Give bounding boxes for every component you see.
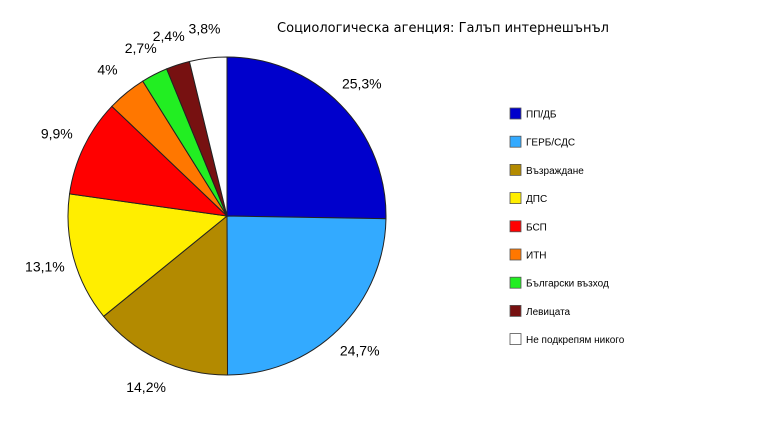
slice-value-label: 13,1% (25, 259, 65, 275)
legend-label: ГЕРБ/СДС (526, 138, 575, 149)
legend-label: Български възход (526, 279, 609, 290)
legend-label: Левицата (526, 307, 571, 318)
pie-slices (67, 56, 387, 376)
legend-label: ИТН (526, 251, 547, 262)
legend-label: БСП (526, 222, 547, 233)
slice-value-label: 2,7% (125, 40, 157, 56)
legend-swatch (509, 276, 522, 289)
pie-slice (68, 105, 229, 217)
legend-swatch (509, 163, 522, 176)
legend-swatch (509, 333, 522, 346)
chart-title: Социологическа агенция: Галъп интернешън… (277, 21, 609, 36)
slice-value-label: 24,7% (340, 343, 380, 359)
pie-slice (226, 56, 387, 220)
legend-swatch (509, 304, 522, 317)
legend-label: Не подкрепям никого (526, 335, 625, 346)
slice-value-label: 9,9% (41, 126, 73, 142)
slice-value-label: 3,8% (189, 20, 221, 36)
legend-swatch (509, 248, 522, 261)
legend-label: Възраждане (526, 166, 584, 177)
pie-slice (188, 56, 228, 217)
legend-swatch (509, 107, 522, 120)
legend-swatch (509, 192, 522, 205)
legend-swatch (509, 220, 522, 233)
slice-value-label: 14,2% (126, 379, 166, 395)
pie-slice (226, 215, 387, 376)
slice-labels: 25,3% 24,7% 14,2% 13,1% 9,9% 4% 2,7%2,4% 3,8% (25, 20, 382, 395)
legend-label: ПП/ДБ (526, 110, 557, 121)
slice-value-label: 4% (97, 62, 117, 78)
slice-value-label: 2,4% (153, 28, 185, 44)
pie-slice (102, 214, 229, 376)
legend: ПП/ДБ ГЕРБ/СДС Възраждане ДПС БСП ИТН Българск… (509, 107, 625, 346)
pie-slice (67, 193, 229, 318)
slice-value-label: 25,3% (342, 76, 382, 92)
legend-label: ДПС (526, 194, 547, 205)
legend-swatch (509, 135, 522, 148)
